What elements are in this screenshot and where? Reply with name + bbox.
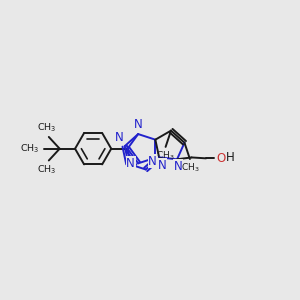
Text: N: N xyxy=(126,157,135,170)
Text: CH$_3$: CH$_3$ xyxy=(37,163,57,176)
Text: N: N xyxy=(115,131,123,144)
Text: N: N xyxy=(173,160,182,173)
Text: N: N xyxy=(134,118,142,131)
Text: N: N xyxy=(148,154,157,167)
Text: O: O xyxy=(217,152,226,165)
Text: CH$_3$: CH$_3$ xyxy=(37,122,57,134)
Text: CH$_3$: CH$_3$ xyxy=(181,162,199,174)
Text: CH$_3$: CH$_3$ xyxy=(156,149,175,162)
Text: CH$_3$: CH$_3$ xyxy=(20,142,40,155)
Text: H: H xyxy=(226,151,235,164)
Text: N: N xyxy=(158,159,167,172)
